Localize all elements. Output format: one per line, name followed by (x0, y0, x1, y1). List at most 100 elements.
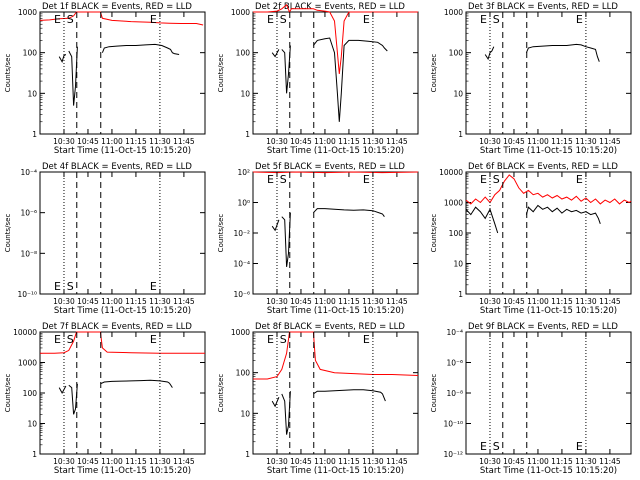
x-tick-label: 11:00 (527, 137, 549, 146)
marker-label: E (576, 173, 583, 186)
y-tick-label: 100 (236, 49, 251, 58)
series-line-black (313, 389, 386, 402)
y-axis-label: Counts/sec (430, 214, 438, 253)
chart-title: Det 3f BLACK = Events, RED = LLD (468, 2, 618, 12)
x-axis-label: Start Time (11-Oct-15 10:15:20) (480, 466, 617, 476)
series-line-red (253, 331, 419, 380)
series-line-black (525, 43, 600, 62)
y-tick-label: 10⁻⁶ (233, 290, 250, 299)
y-tick-label: 10 (240, 409, 250, 418)
x-tick-label: 10:30 (266, 457, 288, 466)
x-tick-label: 10:45 (290, 457, 312, 466)
x-tick-label: 11:30 (575, 457, 597, 466)
marker-label: S (67, 333, 74, 346)
y-tick-label: 10⁻⁶ (20, 209, 37, 218)
marker-label: S (493, 440, 500, 453)
y-tick-label: 100 (449, 229, 464, 238)
marker-label: S (280, 13, 287, 26)
series-line-black (313, 37, 388, 122)
y-tick-label: 10² (237, 168, 250, 177)
x-tick-label: 11:15 (125, 137, 147, 146)
x-tick-label: 10:45 (290, 297, 312, 306)
x-tick-label: 10:30 (479, 297, 501, 306)
x-tick-label: 11:45 (386, 297, 408, 306)
x-tick-label: 11:45 (173, 457, 195, 466)
y-tick-label: 10000 (439, 168, 463, 177)
marker-label: S (67, 280, 74, 293)
chart-title: Det 9f BLACK = Events, RED = LLD (468, 322, 618, 332)
x-axis-label: Start Time (11-Oct-15 10:15:20) (54, 466, 191, 476)
marker-label: E (54, 13, 61, 26)
y-axis-label: Counts/sec (4, 214, 12, 253)
y-axis-label: Counts/sec (4, 54, 12, 93)
y-tick-label: 10⁻² (233, 229, 250, 238)
y-tick-label: 10⁻⁸ (446, 389, 463, 398)
x-tick-label: 11:30 (149, 137, 171, 146)
y-tick-label: 100 (236, 369, 251, 378)
x-tick-label: 10:30 (53, 297, 75, 306)
x-tick-label: 11:15 (125, 457, 147, 466)
marker-label: E (480, 13, 487, 26)
x-axis-label: Start Time (11-Oct-15 10:15:20) (54, 306, 191, 316)
marker-label: E (267, 333, 274, 346)
series-line-black (68, 46, 78, 106)
series-line-black (281, 391, 291, 435)
y-axis-label: Counts/sec (217, 54, 225, 93)
y-tick-label: 100 (23, 389, 38, 398)
x-tick-label: 11:15 (551, 297, 573, 306)
x-tick-label: 11:15 (125, 297, 147, 306)
x-tick-label: 11:00 (314, 137, 336, 146)
plot-frame (465, 331, 632, 455)
y-axis-label: Counts/sec (430, 54, 438, 93)
x-tick-label: 11:00 (101, 137, 123, 146)
series-line-black (484, 46, 495, 61)
plot-frame (465, 11, 632, 135)
y-tick-label: 10⁻⁸ (20, 249, 37, 258)
y-tick-label: 1000 (231, 328, 250, 337)
marker-label: E (363, 333, 370, 346)
x-tick-label: 10:45 (77, 297, 99, 306)
x-tick-label: 10:30 (53, 457, 75, 466)
series-line-black (465, 206, 499, 234)
x-tick-label: 11:00 (101, 297, 123, 306)
marker-label: E (267, 13, 274, 26)
y-axis-label: Counts/sec (4, 374, 12, 413)
y-tick-label: 1000 (444, 199, 463, 208)
y-tick-label: 1000 (18, 8, 37, 17)
x-tick-label: 10:30 (479, 457, 501, 466)
chart-panel-3: Det 3f BLACK = Events, RED = LLD 1 10 100 10… (430, 2, 632, 156)
chart-title: Det 1f BLACK = Events, RED = LLD (42, 2, 192, 12)
plot-frame (252, 331, 419, 455)
series-line-black (68, 383, 78, 415)
y-tick-label: 10⁻¹² (443, 450, 463, 459)
series-line-black (271, 397, 280, 408)
series-line-black (100, 379, 173, 388)
chart-title: Det 2f BLACK = Events, RED = LLD (255, 2, 405, 12)
y-tick-label: 10 (27, 420, 37, 429)
x-tick-label: 11:45 (599, 297, 621, 306)
y-tick-label: 10000 (13, 328, 37, 337)
chart-panel-2: Det 2f BLACK = Events, RED = LLD 1 10 100 10… (217, 2, 419, 156)
x-tick-label: 11:30 (575, 297, 597, 306)
chart-panel-6: Det 6f BLACK = Events, RED = LLD 1 10 100 10… (430, 162, 632, 316)
y-tick-label: 1 (245, 130, 250, 139)
y-tick-label: 1000 (444, 8, 463, 17)
marker-label: E (480, 440, 487, 453)
x-tick-label: 11:30 (149, 457, 171, 466)
x-tick-label: 10:30 (479, 137, 501, 146)
y-tick-label: 1000 (231, 8, 250, 17)
y-axis-label: Counts/sec (430, 374, 438, 413)
x-axis-label: Start Time (11-Oct-15 10:15:20) (267, 466, 404, 476)
chart-title: Det 6f BLACK = Events, RED = LLD (468, 162, 618, 172)
chart-panel-5: Det 5f BLACK = Events, RED = LLD 10⁻⁶ 10⁻⁴… (217, 162, 419, 316)
marker-label: S (67, 13, 74, 26)
x-tick-label: 11:45 (173, 297, 195, 306)
x-tick-label: 11:15 (551, 457, 573, 466)
x-axis-label: Start Time (11-Oct-15 10:15:20) (267, 306, 404, 316)
y-axis-label: Counts/sec (217, 374, 225, 413)
plot-frame (39, 171, 206, 295)
chart-title: Det 4f BLACK = Events, RED = LLD (42, 162, 192, 172)
x-tick-label: 10:45 (77, 457, 99, 466)
chart-title: Det 5f BLACK = Events, RED = LLD (255, 162, 405, 172)
